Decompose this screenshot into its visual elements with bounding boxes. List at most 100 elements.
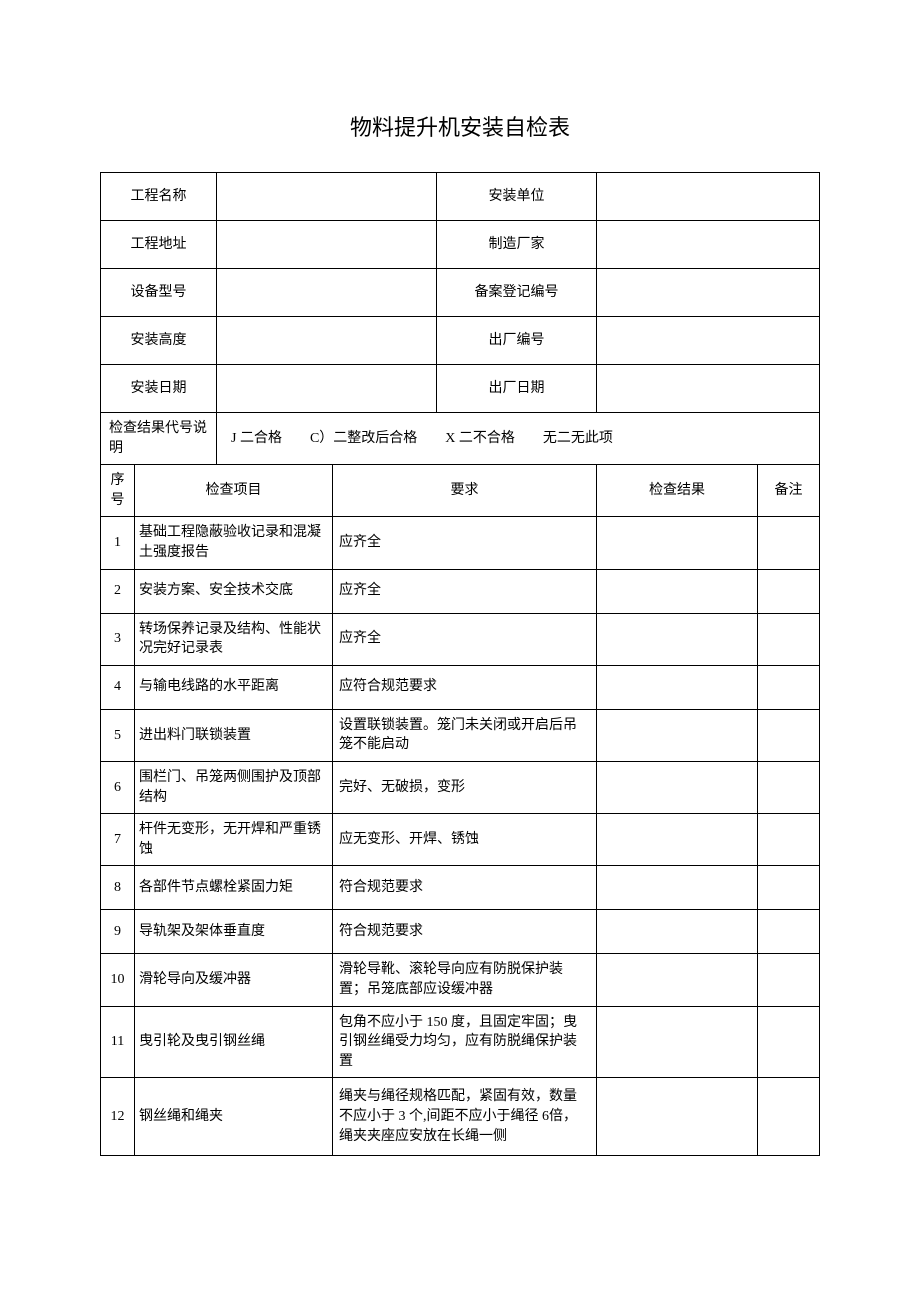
cell-requirement: 应齐全 xyxy=(333,613,597,665)
table-row: 3转场保养记录及结构、性能状况完好记录表应齐全 xyxy=(101,613,820,665)
cell-requirement: 应无变形、开焊、锈蚀 xyxy=(333,814,597,866)
legend-row: 检查结果代号说明 J 二合格 C）二整改后合格 X 二不合格 无二无此项 xyxy=(101,413,820,465)
cell-item: 进出料门联锁装置 xyxy=(135,709,333,761)
table-row: 4与输电线路的水平距离应符合规范要求 xyxy=(101,665,820,709)
value-record-number xyxy=(597,269,820,317)
label-record-number: 备案登记编号 xyxy=(437,269,597,317)
cell-note xyxy=(758,954,820,1006)
cell-requirement: 设置联锁装置。笼门未关闭或开启后吊笼不能启动 xyxy=(333,709,597,761)
cell-result xyxy=(597,665,758,709)
label-device-model: 设备型号 xyxy=(101,269,217,317)
cell-requirement: 符合规范要求 xyxy=(333,866,597,910)
cell-seq: 5 xyxy=(101,709,135,761)
cell-note xyxy=(758,910,820,954)
cell-requirement: 包角不应小于 150 度，且固定牢固；曳引钢丝绳受力均匀，应有防脱绳保护装置 xyxy=(333,1006,597,1078)
cell-note xyxy=(758,569,820,613)
cell-result xyxy=(597,910,758,954)
legend-label: 检查结果代号说明 xyxy=(101,413,217,465)
col-seq: 序号 xyxy=(101,465,135,517)
cell-item: 导轨架及架体垂直度 xyxy=(135,910,333,954)
cell-note xyxy=(758,709,820,761)
col-result: 检查结果 xyxy=(597,465,758,517)
table-row: 2安装方案、安全技术交底应齐全 xyxy=(101,569,820,613)
cell-note xyxy=(758,761,820,813)
cell-note xyxy=(758,517,820,569)
cell-seq: 7 xyxy=(101,814,135,866)
label-factory-number: 出厂编号 xyxy=(437,317,597,365)
label-project-name: 工程名称 xyxy=(101,173,217,221)
cell-result xyxy=(597,709,758,761)
item-header-row: 序号 检查项目 要求 检查结果 备注 xyxy=(101,465,820,517)
cell-seq: 6 xyxy=(101,761,135,813)
col-req: 要求 xyxy=(333,465,597,517)
cell-result xyxy=(597,517,758,569)
col-note: 备注 xyxy=(758,465,820,517)
cell-seq: 9 xyxy=(101,910,135,954)
cell-note xyxy=(758,814,820,866)
cell-requirement: 符合规范要求 xyxy=(333,910,597,954)
cell-requirement: 滑轮导靴、滚轮导向应有防脱保护装置；吊笼底部应设缓冲器 xyxy=(333,954,597,1006)
header-row: 工程名称 安装单位 xyxy=(101,173,820,221)
header-row: 工程地址 制造厂家 xyxy=(101,221,820,269)
value-install-unit xyxy=(597,173,820,221)
value-project-address xyxy=(217,221,437,269)
header-row: 安装高度 出厂编号 xyxy=(101,317,820,365)
cell-result xyxy=(597,1006,758,1078)
cell-requirement: 完好、无破损，变形 xyxy=(333,761,597,813)
cell-note xyxy=(758,1078,820,1156)
cell-item: 基础工程隐蔽验收记录和混凝土强度报告 xyxy=(135,517,333,569)
cell-requirement: 应符合规范要求 xyxy=(333,665,597,709)
cell-requirement: 应齐全 xyxy=(333,517,597,569)
value-install-height xyxy=(217,317,437,365)
cell-note xyxy=(758,1006,820,1078)
cell-item: 转场保养记录及结构、性能状况完好记录表 xyxy=(135,613,333,665)
cell-result xyxy=(597,761,758,813)
table-row: 7杆件无变形，无开焊和严重锈蚀应无变形、开焊、锈蚀 xyxy=(101,814,820,866)
cell-note xyxy=(758,866,820,910)
value-manufacturer xyxy=(597,221,820,269)
value-factory-date xyxy=(597,365,820,413)
cell-seq: 10 xyxy=(101,954,135,1006)
cell-note xyxy=(758,613,820,665)
cell-seq: 3 xyxy=(101,613,135,665)
table-row: 10滑轮导向及缓冲器滑轮导靴、滚轮导向应有防脱保护装置；吊笼底部应设缓冲器 xyxy=(101,954,820,1006)
cell-result xyxy=(597,866,758,910)
header-row: 安装日期 出厂日期 xyxy=(101,365,820,413)
cell-seq: 11 xyxy=(101,1006,135,1078)
cell-item: 曳引轮及曳引钢丝绳 xyxy=(135,1006,333,1078)
table-row: 5进出料门联锁装置设置联锁装置。笼门未关闭或开启后吊笼不能启动 xyxy=(101,709,820,761)
cell-item: 滑轮导向及缓冲器 xyxy=(135,954,333,1006)
cell-result xyxy=(597,1078,758,1156)
table-row: 1基础工程隐蔽验收记录和混凝土强度报告应齐全 xyxy=(101,517,820,569)
page-title: 物料提升机安装自检表 xyxy=(100,110,820,142)
cell-requirement: 绳夹与绳径规格匹配，紧固有效，数量不应小于 3 个,间距不应小于绳径 6倍，绳夹… xyxy=(333,1078,597,1156)
cell-result xyxy=(597,814,758,866)
table-row: 9导轨架及架体垂直度符合规范要求 xyxy=(101,910,820,954)
cell-item: 与输电线路的水平距离 xyxy=(135,665,333,709)
label-manufacturer: 制造厂家 xyxy=(437,221,597,269)
value-install-date xyxy=(217,365,437,413)
cell-requirement: 应齐全 xyxy=(333,569,597,613)
cell-item: 钢丝绳和绳夹 xyxy=(135,1078,333,1156)
header-row: 设备型号 备案登记编号 xyxy=(101,269,820,317)
value-factory-number xyxy=(597,317,820,365)
cell-item: 杆件无变形，无开焊和严重锈蚀 xyxy=(135,814,333,866)
label-install-unit: 安装单位 xyxy=(437,173,597,221)
cell-seq: 2 xyxy=(101,569,135,613)
cell-result xyxy=(597,954,758,1006)
cell-item: 安装方案、安全技术交底 xyxy=(135,569,333,613)
label-factory-date: 出厂日期 xyxy=(437,365,597,413)
table-row: 8各部件节点螺栓紧固力矩符合规范要求 xyxy=(101,866,820,910)
value-device-model xyxy=(217,269,437,317)
cell-result xyxy=(597,613,758,665)
cell-seq: 8 xyxy=(101,866,135,910)
label-install-height: 安装高度 xyxy=(101,317,217,365)
table-row: 11曳引轮及曳引钢丝绳包角不应小于 150 度，且固定牢固；曳引钢丝绳受力均匀，… xyxy=(101,1006,820,1078)
cell-note xyxy=(758,665,820,709)
label-install-date: 安装日期 xyxy=(101,365,217,413)
cell-seq: 4 xyxy=(101,665,135,709)
cell-seq: 12 xyxy=(101,1078,135,1156)
col-item: 检查项目 xyxy=(135,465,333,517)
cell-result xyxy=(597,569,758,613)
label-project-address: 工程地址 xyxy=(101,221,217,269)
